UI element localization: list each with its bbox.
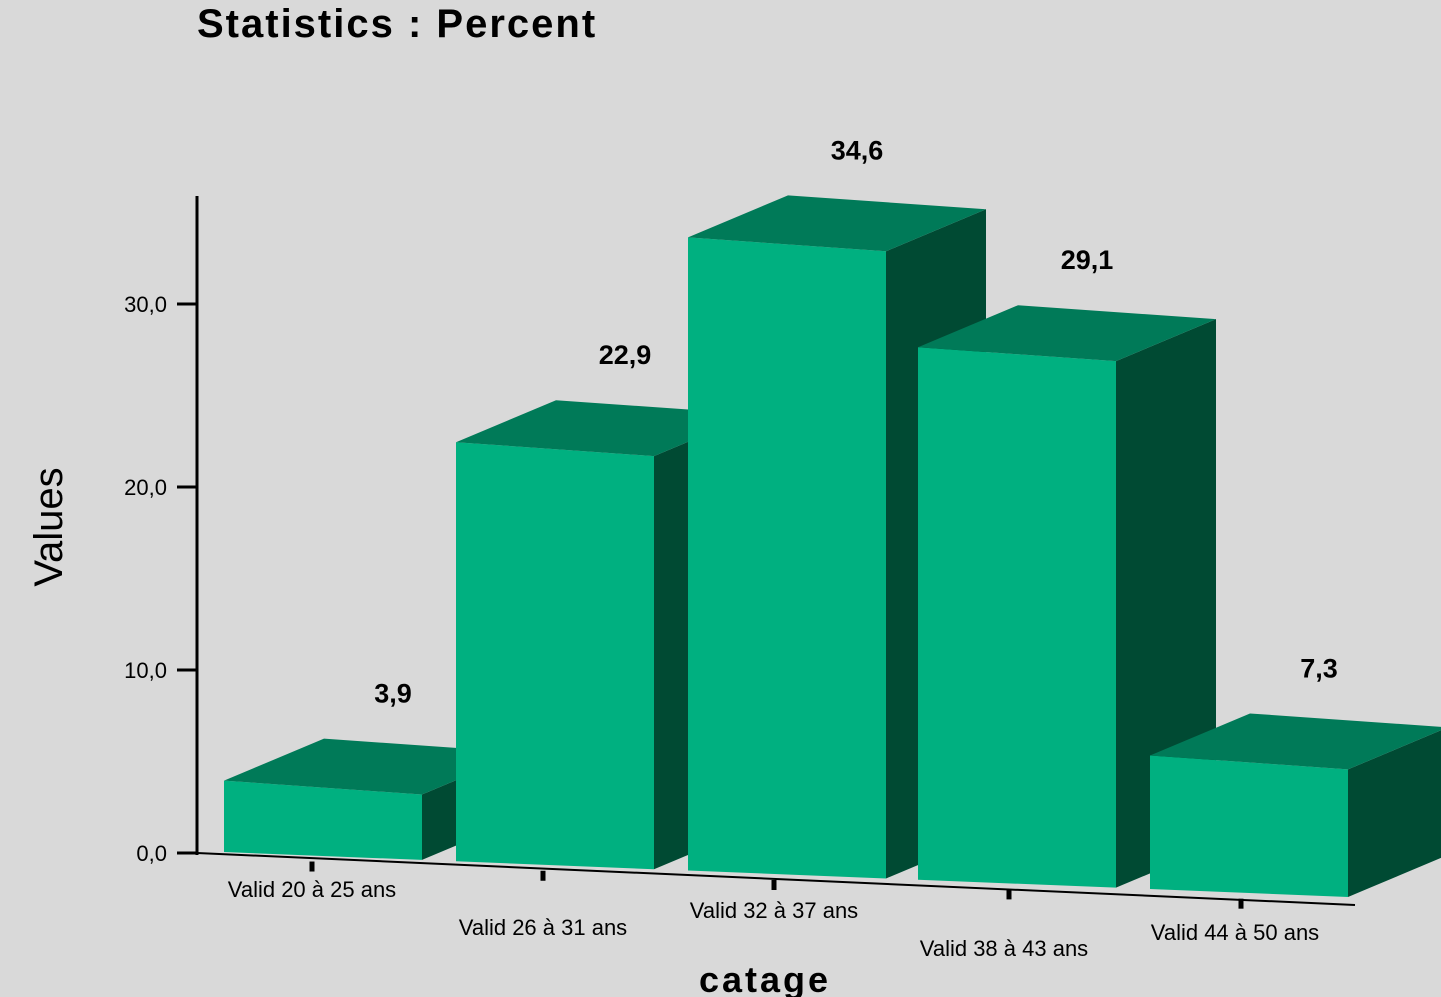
bar-side [1348,730,1441,897]
bar-top [1150,713,1441,770]
bar [688,237,886,879]
x-tick-label: Valid 26 à 31 ans [459,915,627,940]
bars [224,195,1441,897]
x-axis-title: catage [699,959,831,997]
y-tick-label: 0,0 [136,841,167,866]
axes: 0,0 10,0 20,0 30,0 [124,196,1356,909]
bar-top [918,305,1216,362]
x-axis-line [196,852,1356,906]
bar [456,442,654,870]
x-tick-label: Valid 32 à 37 ans [690,898,858,923]
bar [1150,755,1348,897]
bar [224,780,422,860]
labels: 3,9 Valid 20 à 25 ans 22,9 Valid 26 à 31 an… [228,135,1338,961]
x-tick-label: Valid 38 à 43 ans [920,936,1088,961]
bar [918,347,1116,888]
x-tick-label: Valid 44 à 50 ans [1151,920,1319,945]
bar-top [456,400,754,457]
data-label: 3,9 [374,679,412,709]
data-label: 34,6 [831,135,884,165]
y-tick-label: 10,0 [124,658,167,683]
bar-top [688,195,986,252]
data-label: 29,1 [1061,245,1114,275]
y-axis-title: Values [27,467,71,586]
data-label: 22,9 [599,340,652,370]
chart-title: Statistics : Percent [197,2,598,46]
y-tick-label: 30,0 [124,292,167,317]
bar-top [224,738,522,795]
data-label: 7,3 [1300,653,1338,683]
x-tick-label: Valid 20 à 25 ans [228,877,396,902]
y-tick-label: 20,0 [124,475,167,500]
